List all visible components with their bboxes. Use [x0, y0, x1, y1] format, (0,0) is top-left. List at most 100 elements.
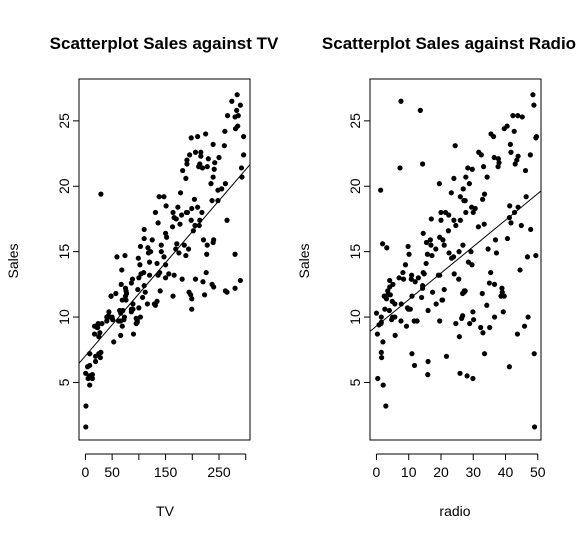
- data-point: [507, 364, 512, 369]
- data-point: [380, 339, 385, 344]
- x-axis: 0 50 150 250: [82, 454, 246, 480]
- chart-title: Scatterplot Sales against Radio: [322, 34, 576, 53]
- data-point: [463, 174, 468, 179]
- data-point: [508, 142, 513, 147]
- data-point: [424, 240, 429, 245]
- data-point: [457, 371, 462, 376]
- data-point: [138, 244, 143, 249]
- data-point: [212, 160, 217, 165]
- data-point: [222, 129, 227, 134]
- data-point: [505, 236, 510, 241]
- data-point: [229, 99, 234, 104]
- data-point: [467, 321, 472, 326]
- data-point: [129, 309, 134, 314]
- data-point: [476, 224, 481, 229]
- data-points: [83, 92, 246, 429]
- data-point: [444, 354, 449, 359]
- data-point: [409, 351, 414, 356]
- data-point: [136, 275, 141, 280]
- data-point: [186, 246, 191, 251]
- data-point: [205, 243, 210, 248]
- data-point: [442, 243, 447, 248]
- data-point: [439, 297, 444, 302]
- data-point: [172, 273, 177, 278]
- x-tick-label: 20: [433, 464, 449, 480]
- data-point: [225, 113, 230, 118]
- data-point: [90, 376, 95, 381]
- data-point: [437, 235, 442, 240]
- data-point: [442, 287, 447, 292]
- data-point: [163, 231, 168, 236]
- data-point: [241, 134, 246, 139]
- data-point: [108, 294, 113, 299]
- data-point: [204, 252, 209, 257]
- y-tick-label: 20: [347, 178, 363, 194]
- data-point: [437, 181, 442, 186]
- data-point: [482, 192, 487, 197]
- data-point: [110, 314, 115, 319]
- data-point: [374, 311, 379, 316]
- data-point: [438, 210, 443, 215]
- data-point: [170, 210, 175, 215]
- data-point: [479, 152, 484, 157]
- data-point: [378, 188, 383, 193]
- data-point: [119, 282, 124, 287]
- data-point: [224, 218, 229, 223]
- data-point: [528, 152, 533, 157]
- data-point: [155, 220, 160, 225]
- data-point: [199, 210, 204, 215]
- y-tick-label: 25: [347, 113, 363, 129]
- data-point: [425, 252, 430, 257]
- data-point: [514, 157, 519, 162]
- data-point: [433, 246, 438, 251]
- data-point: [232, 114, 237, 119]
- y-axis-label: Sales: [296, 243, 312, 278]
- data-point: [379, 355, 384, 360]
- data-point: [500, 290, 505, 295]
- data-point: [201, 237, 206, 242]
- y-tick-label: 10: [347, 309, 363, 325]
- data-point: [470, 309, 475, 314]
- data-point: [147, 273, 152, 278]
- data-point: [507, 203, 512, 208]
- data-point: [224, 290, 229, 295]
- y-tick-label: 15: [56, 244, 72, 260]
- data-point: [195, 134, 200, 139]
- data-point: [453, 321, 458, 326]
- data-point: [457, 334, 462, 339]
- data-point: [398, 99, 403, 104]
- data-point: [387, 308, 392, 313]
- data-point: [534, 134, 539, 139]
- data-point: [93, 354, 98, 359]
- data-point: [122, 253, 127, 258]
- data-point: [420, 161, 425, 166]
- data-point: [465, 373, 470, 378]
- data-point: [380, 241, 385, 246]
- data-point: [135, 287, 140, 292]
- data-point: [137, 262, 142, 267]
- x-tick-label: 50: [104, 464, 120, 480]
- data-point: [453, 223, 458, 228]
- data-point: [150, 237, 155, 242]
- data-point: [172, 215, 177, 220]
- data-point: [416, 275, 421, 280]
- data-point: [388, 292, 393, 297]
- data-point: [183, 253, 188, 258]
- scatter-panel-tv: Scatterplot Sales against TV 5 10 15 20 25 0…: [5, 34, 279, 519]
- data-point: [481, 164, 486, 169]
- data-point: [403, 262, 408, 267]
- y-axis-label: Sales: [5, 243, 21, 278]
- data-point: [453, 143, 458, 148]
- data-point: [437, 318, 442, 323]
- data-point: [153, 210, 158, 215]
- data-point: [485, 174, 490, 179]
- data-point: [515, 205, 520, 210]
- data-point: [438, 218, 443, 223]
- data-point: [452, 271, 457, 276]
- y-tick-label: 5: [347, 378, 363, 386]
- data-point: [510, 113, 515, 118]
- data-point: [131, 331, 136, 336]
- x-tick-label: 0: [82, 464, 90, 480]
- data-point: [400, 270, 405, 275]
- data-point: [206, 156, 211, 161]
